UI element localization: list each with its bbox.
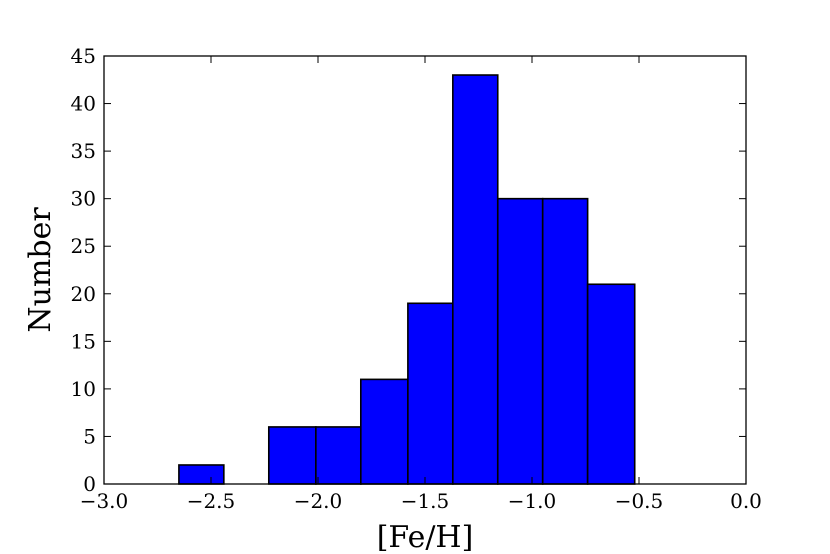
histogram-bar	[586, 283, 636, 485]
histogram-bar	[315, 426, 362, 485]
histogram-bar	[541, 197, 589, 485]
histogram-bar	[267, 426, 317, 485]
y-tick-label: 20	[71, 282, 96, 306]
histogram-bar	[359, 378, 409, 485]
histogram-bar	[407, 302, 454, 485]
x-tick-label: −1.0	[508, 489, 557, 513]
ticks-group: −3.0 −2.5 −2.0 −1.5 −1.0 −0.5 0.0 0 5 10 15 20 25 30 3…	[71, 44, 762, 513]
x-tick-label: −1.5	[401, 489, 450, 513]
x-tick-label: 0.0	[730, 489, 762, 513]
histogram-bar	[178, 464, 225, 485]
y-tick-label: 0	[83, 472, 96, 496]
x-tick-label: −2.0	[294, 489, 343, 513]
histogram-bar	[452, 74, 499, 485]
x-tick-label: −3.0	[80, 489, 129, 513]
x-axis-label: [Fe/H]	[377, 520, 474, 554]
x-tick-label: −0.5	[615, 489, 664, 513]
histogram-bar	[496, 197, 544, 485]
y-tick-label: 45	[71, 44, 96, 68]
y-tick-label: 10	[71, 377, 96, 401]
y-tick-label: 15	[71, 329, 96, 353]
y-tick-label: 5	[83, 424, 96, 448]
y-tick-label: 25	[71, 234, 96, 258]
y-tick-label: 35	[71, 139, 96, 163]
x-tick-label: −2.5	[187, 489, 236, 513]
y-axis-label: Number	[23, 207, 58, 333]
bars-group	[178, 74, 636, 485]
y-tick-label: 40	[71, 92, 96, 116]
y-tick-label: 30	[71, 187, 96, 211]
